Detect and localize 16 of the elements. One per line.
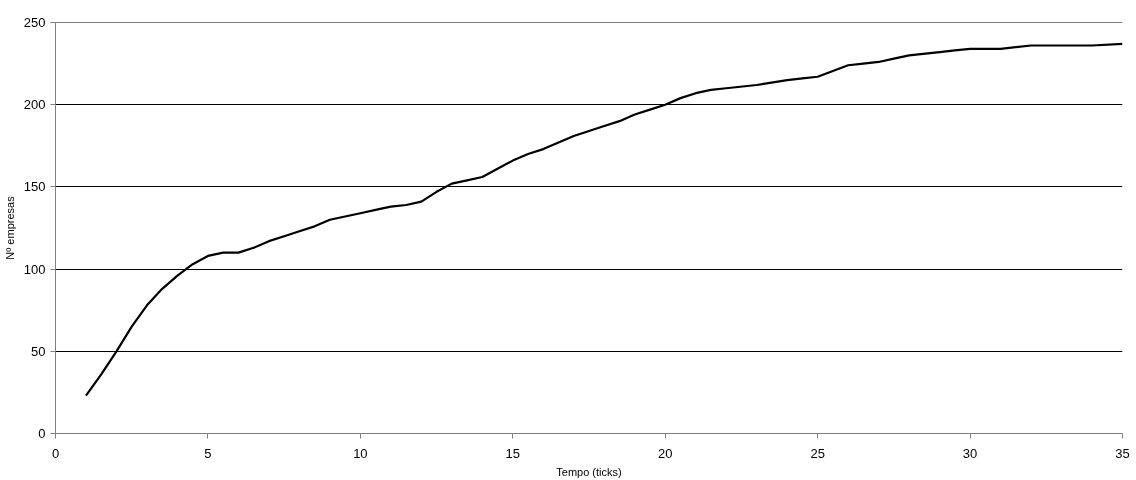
x-tick-label: 15 — [505, 445, 521, 461]
x-axis-title: Tempo (ticks) — [556, 465, 622, 478]
x-tick-label: 35 — [1115, 445, 1130, 461]
y-tick-label: 150 — [23, 179, 46, 195]
x-tick-label: 25 — [810, 445, 825, 461]
y-tick-label: 200 — [23, 97, 46, 113]
x-tick-label: 30 — [962, 445, 978, 461]
y-tick-label: 250 — [23, 15, 46, 30]
x-tick-label: 10 — [353, 445, 368, 461]
y-tick-label: 100 — [23, 261, 46, 277]
x-tick-label: 5 — [204, 445, 212, 461]
y-tick-label: 50 — [31, 343, 46, 359]
y-axis-title: Nº empresas — [3, 195, 16, 260]
x-tick-label: 0 — [51, 445, 60, 461]
y-tick-label: 0 — [38, 426, 46, 441]
x-tick-label: 20 — [657, 445, 673, 461]
